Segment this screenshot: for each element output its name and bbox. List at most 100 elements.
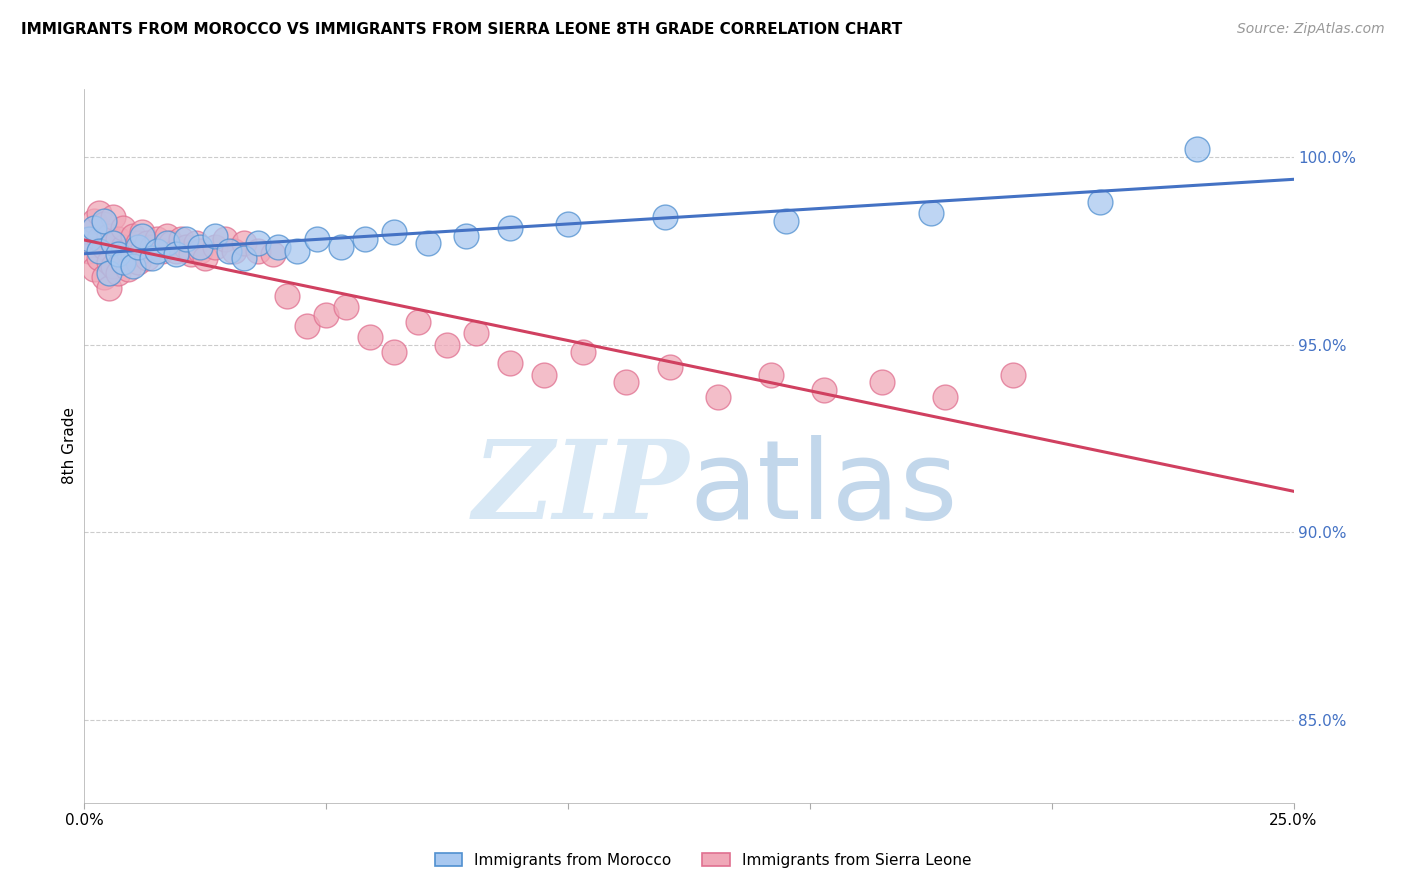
Point — [934, 390, 956, 404]
Point — [127, 240, 149, 254]
Point — [107, 266, 129, 280]
Text: Source: ZipAtlas.com: Source: ZipAtlas.com — [1237, 22, 1385, 37]
Point — [160, 236, 183, 251]
Point — [87, 206, 110, 220]
Point — [465, 326, 488, 341]
Point — [117, 262, 139, 277]
Point — [224, 244, 246, 258]
Point — [127, 236, 149, 251]
Point — [93, 218, 115, 232]
Point — [77, 244, 100, 258]
Point — [165, 247, 187, 261]
Point — [218, 244, 240, 258]
Point — [146, 244, 169, 258]
Point — [436, 337, 458, 351]
Point — [335, 300, 357, 314]
Text: atlas: atlas — [689, 435, 957, 542]
Legend: Immigrants from Morocco, Immigrants from Sierra Leone: Immigrants from Morocco, Immigrants from… — [427, 845, 979, 875]
Point — [83, 262, 105, 277]
Point — [533, 368, 555, 382]
Point — [247, 244, 270, 258]
Point — [107, 232, 129, 246]
Point — [456, 228, 478, 243]
Point — [190, 244, 212, 258]
Point — [141, 240, 163, 254]
Point — [499, 221, 522, 235]
Text: IMMIGRANTS FROM MOROCCO VS IMMIGRANTS FROM SIERRA LEONE 8TH GRADE CORRELATION CH: IMMIGRANTS FROM MOROCCO VS IMMIGRANTS FR… — [21, 22, 903, 37]
Point — [77, 225, 100, 239]
Point — [93, 240, 115, 254]
Point — [77, 232, 100, 246]
Text: ZIP: ZIP — [472, 435, 689, 542]
Point — [117, 244, 139, 258]
Point — [107, 247, 129, 261]
Point — [103, 236, 125, 251]
Point — [1088, 194, 1111, 209]
Point — [1185, 142, 1208, 156]
Point — [305, 232, 328, 246]
Point — [112, 255, 135, 269]
Point — [87, 244, 110, 258]
Point — [1001, 368, 1024, 382]
Point — [155, 228, 177, 243]
Point — [97, 281, 120, 295]
Point — [247, 236, 270, 251]
Point — [141, 251, 163, 265]
Point — [262, 247, 284, 261]
Point — [112, 221, 135, 235]
Point — [359, 330, 381, 344]
Point — [329, 240, 352, 254]
Point — [813, 383, 835, 397]
Point — [214, 232, 236, 246]
Y-axis label: 8th Grade: 8th Grade — [62, 408, 77, 484]
Point — [382, 225, 405, 239]
Point — [103, 210, 125, 224]
Point — [103, 236, 125, 251]
Point — [136, 251, 159, 265]
Point — [93, 213, 115, 227]
Point — [276, 289, 298, 303]
Point — [87, 232, 110, 246]
Point — [233, 251, 256, 265]
Point — [872, 375, 894, 389]
Point — [707, 390, 730, 404]
Point — [233, 236, 256, 251]
Point — [121, 259, 143, 273]
Point — [204, 228, 226, 243]
Point — [112, 255, 135, 269]
Point — [295, 318, 318, 333]
Point — [382, 345, 405, 359]
Point — [83, 221, 105, 235]
Point — [614, 375, 637, 389]
Point — [184, 236, 207, 251]
Point — [658, 360, 681, 375]
Point — [93, 270, 115, 285]
Point — [136, 236, 159, 251]
Point — [174, 232, 197, 246]
Point — [406, 315, 429, 329]
Point — [97, 266, 120, 280]
Point — [775, 213, 797, 227]
Point — [150, 244, 173, 258]
Point — [416, 236, 439, 251]
Point — [121, 228, 143, 243]
Point — [165, 244, 187, 258]
Point — [267, 240, 290, 254]
Point — [285, 244, 308, 258]
Point — [759, 368, 782, 382]
Point — [354, 232, 377, 246]
Point — [107, 247, 129, 261]
Point — [499, 356, 522, 370]
Point — [112, 240, 135, 254]
Point — [920, 206, 942, 220]
Point — [146, 232, 169, 246]
Point — [83, 213, 105, 227]
Point — [315, 308, 337, 322]
Point — [97, 228, 120, 243]
Point — [174, 240, 197, 254]
Point — [103, 259, 125, 273]
Point — [557, 218, 579, 232]
Point — [155, 236, 177, 251]
Point — [87, 251, 110, 265]
Point — [97, 255, 120, 269]
